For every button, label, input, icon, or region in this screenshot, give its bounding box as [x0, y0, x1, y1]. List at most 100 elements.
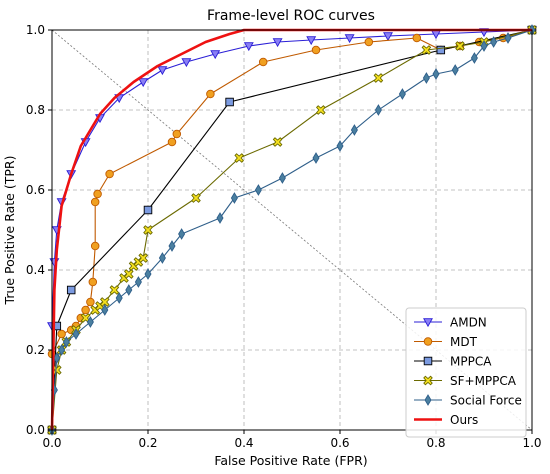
- data-point-social-force: [480, 40, 488, 52]
- data-point-sf-mppca: [138, 253, 149, 263]
- data-point-social-force: [374, 104, 382, 116]
- data-point-sf-mppca: [234, 153, 245, 163]
- y-tick-label: 0.8: [26, 103, 45, 117]
- legend-marker: [423, 337, 433, 346]
- data-point-mdt: [172, 129, 182, 139]
- data-point-mdt: [412, 33, 422, 43]
- x-tick-label: 0.2: [138, 436, 157, 450]
- data-point-social-force: [216, 212, 224, 224]
- data-point-social-force: [490, 36, 498, 48]
- data-point-sf-mppca: [109, 285, 120, 295]
- data-point-mdt: [258, 57, 268, 67]
- data-point-social-force: [350, 124, 358, 136]
- data-point-sf-mppca: [99, 297, 110, 307]
- legend-item-social-force: Social Force: [414, 394, 522, 408]
- series-mppca: [47, 25, 537, 435]
- series-line-ours: [50, 28, 532, 431]
- data-point-amdn: [138, 78, 149, 88]
- data-point-sf-mppca: [421, 45, 432, 55]
- data-point-social-force: [178, 228, 186, 240]
- y-tick-label: 0.2: [26, 343, 45, 357]
- chart-title: Frame-level ROC curves: [207, 8, 375, 24]
- legend-marker: [423, 356, 433, 366]
- data-point-sf-mppca: [143, 225, 153, 235]
- legend-label: MPPCA: [450, 355, 492, 369]
- series-line-social-force: [51, 29, 533, 431]
- data-point-mdt: [167, 137, 177, 147]
- data-point-amdn: [181, 58, 192, 68]
- legend: AMDN MDT MPPCA SF+MPPCA Social Force Ours: [405, 307, 527, 438]
- x-tick-label: 1.0: [522, 436, 541, 450]
- y-tick-label: 0.4: [26, 263, 45, 277]
- x-tick-label: 0.6: [330, 436, 349, 450]
- data-point-social-force: [230, 192, 238, 204]
- data-point-mdt: [364, 37, 374, 47]
- data-point-social-force: [470, 52, 478, 64]
- data-point-mdt: [206, 89, 215, 99]
- data-point-amdn: [210, 50, 221, 60]
- data-point-social-force: [125, 284, 133, 296]
- data-point-sf-mppca: [315, 105, 326, 115]
- data-point-mdt: [90, 197, 100, 207]
- data-point-social-force: [101, 304, 109, 316]
- legend-marker: [423, 375, 433, 386]
- data-point-social-force: [451, 64, 459, 76]
- data-point-amdn: [344, 34, 355, 44]
- data-point-social-force: [158, 252, 166, 264]
- x-tick-label: 0.8: [426, 436, 445, 450]
- data-point-social-force: [422, 72, 430, 84]
- data-point-mdt: [105, 169, 114, 179]
- data-point-amdn: [243, 42, 254, 52]
- data-point-social-force: [312, 152, 320, 164]
- y-tick-label: 0.6: [26, 183, 45, 197]
- data-point-sf-mppca: [191, 193, 201, 203]
- data-point-social-force: [53, 352, 61, 364]
- y-tick-label: 1.0: [26, 23, 45, 37]
- data-point-mdt: [86, 297, 95, 307]
- data-point-mdt: [57, 329, 66, 339]
- data-point-amdn: [383, 32, 393, 42]
- data-point-social-force: [58, 344, 66, 356]
- data-point-social-force: [86, 316, 94, 328]
- legend-label: Ours: [450, 413, 478, 427]
- data-point-social-force: [144, 268, 152, 280]
- legend-item-sf-mppca: SF+MPPCA: [414, 374, 517, 388]
- y-tick-label: 0.0: [26, 423, 45, 437]
- data-point-mppca: [66, 285, 76, 295]
- legend-box: [405, 307, 527, 438]
- axis-ticks: 0.0 0.2 0.4 0.6 0.8 1.0 0.0 0.2 0.4 0.6 0.8 1.0: [26, 23, 542, 450]
- legend-label: Social Force: [450, 394, 522, 408]
- data-point-mdt: [90, 241, 100, 251]
- data-point-mdt: [88, 277, 98, 287]
- data-point-amdn: [157, 66, 168, 76]
- data-point-sf-mppca: [455, 41, 465, 51]
- data-point-mppca: [436, 45, 446, 55]
- data-point-sf-mppca: [373, 73, 384, 83]
- data-point-social-force: [115, 292, 123, 304]
- legend-label: AMDN: [450, 316, 487, 330]
- data-point-social-force: [134, 276, 142, 288]
- data-point-mdt: [81, 305, 90, 315]
- data-point-social-force: [254, 184, 262, 196]
- data-point-mppca: [225, 97, 234, 107]
- legend-item-mdt: MDT: [414, 335, 478, 349]
- series-ours: [50, 28, 532, 431]
- legend-label: SF+MPPCA: [450, 374, 517, 388]
- data-point-amdn: [272, 38, 283, 48]
- data-point-social-force: [62, 336, 70, 348]
- legend-marker: [424, 394, 432, 406]
- data-point-sf-mppca: [51, 365, 62, 375]
- legend-marker: [423, 318, 433, 328]
- legend-item-amdn: AMDN: [414, 316, 487, 330]
- data-point-social-force: [278, 172, 286, 184]
- data-point-social-force: [168, 240, 176, 252]
- data-point-social-force: [398, 88, 406, 100]
- x-tick-label: 0.0: [42, 436, 61, 450]
- series-social-force: [48, 24, 536, 436]
- legend-item-mppca: MPPCA: [414, 355, 492, 369]
- legend-label: MDT: [450, 335, 478, 349]
- data-point-social-force: [504, 32, 512, 44]
- x-axis-label: False Positive Rate (FPR): [214, 453, 367, 468]
- data-point-social-force: [72, 328, 80, 340]
